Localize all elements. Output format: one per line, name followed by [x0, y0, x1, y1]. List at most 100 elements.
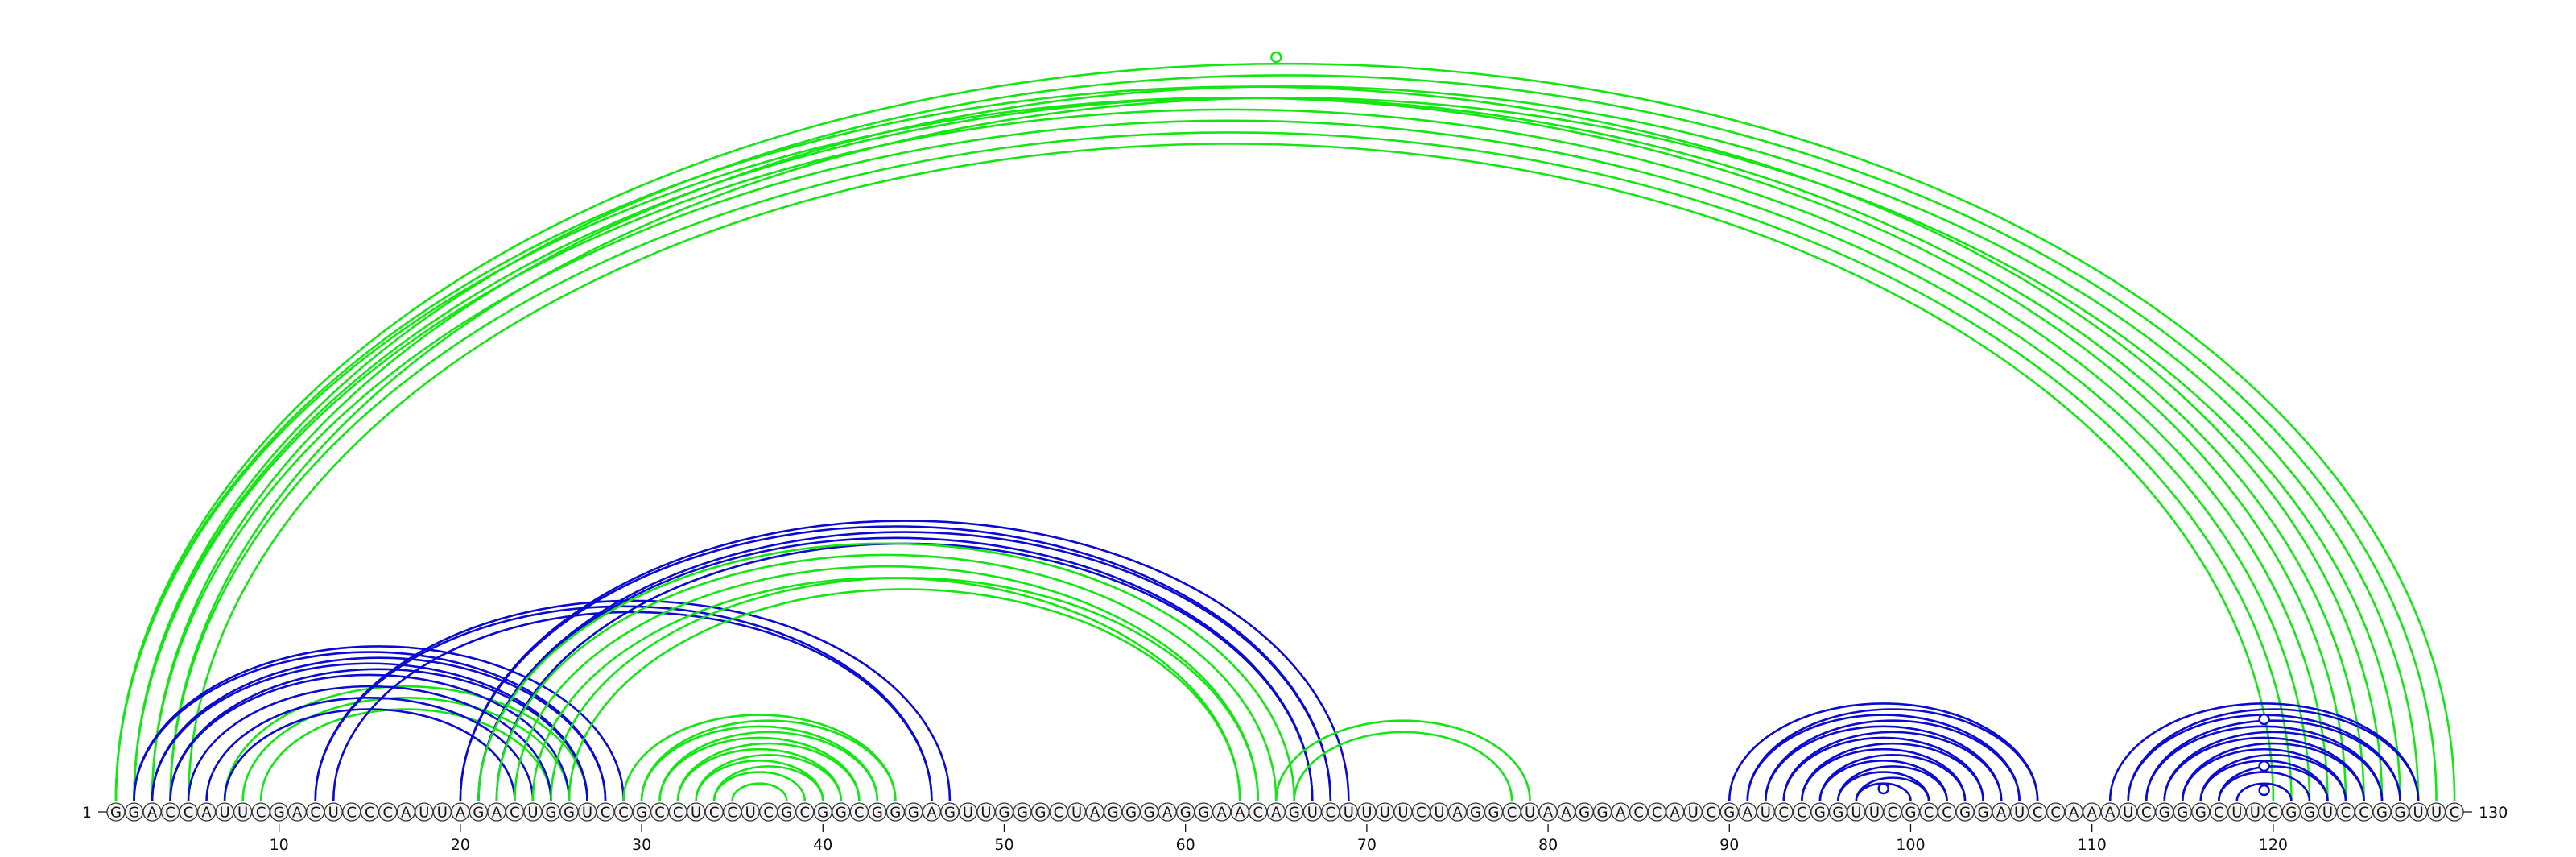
nucleotide: U — [958, 802, 978, 822]
nucleotide: U — [1847, 802, 1866, 822]
base-pair-arc-22-67 — [495, 542, 1314, 801]
nucleotide-letter: G — [999, 805, 1010, 822]
base-pair-arc-2-129 — [133, 73, 2438, 801]
nucleotide-letter: A — [401, 805, 411, 822]
nucleotide-letter: U — [2123, 805, 2133, 822]
nucleotide-letter: U — [2413, 805, 2423, 822]
nucleotide-letter: G — [890, 805, 901, 822]
nucleotide-letter: C — [2033, 805, 2043, 822]
nucleotide-letter: U — [437, 805, 448, 822]
axis-tick-label: 30 — [632, 836, 651, 854]
nucleotide: U — [1864, 802, 1885, 822]
nucleotide-letter: A — [492, 805, 502, 822]
base-pair-arc-12-46 — [314, 605, 933, 801]
base-pair-arc-118-121 — [2235, 782, 2293, 801]
nucleotide-letter: U — [2014, 805, 2025, 822]
nucleotide-letter: A — [1235, 805, 1245, 822]
base-pair-arc-33-41 — [695, 753, 843, 801]
nucleotide-letter: G — [1579, 805, 1590, 822]
axis-tick-label: 20 — [451, 836, 470, 854]
base-pair-arc-3-28 — [151, 656, 607, 801]
nucleotide-letter: U — [1761, 805, 1771, 822]
nucleotide-letter: A — [1996, 805, 2007, 822]
base-pair-arc-13-46 — [332, 611, 933, 801]
nucleotide-letter: C — [618, 805, 629, 822]
nucleotide: U — [233, 802, 253, 822]
nucleotide-letter: C — [2450, 805, 2460, 822]
nucleotide-letter: G — [944, 805, 956, 822]
nucleotide: C — [1249, 802, 1268, 822]
nucleotide: G — [1973, 802, 1993, 822]
nucleotide-letter: U — [237, 805, 248, 822]
nucleotide: G — [2155, 802, 2174, 822]
nucleotide-letter: C — [1054, 805, 1064, 822]
nucleotide-letter: G — [636, 805, 647, 822]
nucleotide-letter: U — [1688, 805, 1699, 822]
nucleotide-letter: G — [1289, 805, 1300, 822]
nucleotide: A — [1538, 802, 1558, 822]
nucleotide: C — [251, 802, 270, 822]
nucleotide: G — [1030, 802, 1051, 822]
base-pair-arc-4-27 — [169, 668, 588, 801]
nucleotide-letter: A — [1743, 805, 1753, 822]
nucleotide-letter: C — [1253, 805, 1263, 822]
nucleotide: U — [1339, 802, 1359, 822]
nucleotide: G — [1901, 802, 1921, 822]
nucleotide: C — [668, 802, 687, 822]
nucleotide: C — [2264, 802, 2283, 822]
nucleotide: G — [1013, 802, 1032, 822]
nucleotide-letter: C — [799, 805, 810, 822]
nucleotide-letter: G — [2285, 805, 2297, 822]
nucleotide-letter: G — [872, 805, 883, 822]
base-pair-arc-91-107 — [1746, 708, 2039, 801]
nucleotide-letter: G — [836, 805, 847, 822]
nucleotide: G — [2300, 802, 2319, 822]
base-pair-arc-66-78 — [1293, 731, 1513, 801]
nucleotide: G — [2281, 802, 2301, 822]
nucleotide-letter: U — [328, 805, 339, 822]
nucleotide-letter: A — [292, 805, 303, 822]
nucleotide: C — [650, 802, 670, 822]
nucleotide: A — [1992, 802, 2011, 822]
base-pair-arc-7-23 — [223, 708, 516, 801]
nucleotide-letter: G — [1959, 805, 1971, 822]
nucleotide: U — [1393, 802, 1413, 822]
nucleotide: G — [469, 802, 489, 822]
nucleotide-letter: U — [1851, 805, 1861, 822]
nucleotide: A — [287, 802, 307, 822]
nucleotide: G — [1810, 802, 1830, 822]
nucleotide: U — [523, 802, 543, 822]
nucleotide-letter: C — [365, 805, 375, 822]
base-pair-arc-32-42 — [676, 742, 861, 801]
nucleotide: U — [324, 802, 343, 822]
nucleotide: U — [741, 802, 760, 822]
nucleotide-letter: A — [1561, 805, 1571, 822]
base-pair-arc-31-43 — [658, 731, 879, 801]
base-pair-arc-3-128 — [151, 85, 2420, 801]
nucleotide-letter: U — [1397, 805, 1408, 822]
base-pair-arc-20-68 — [459, 525, 1332, 801]
nucleotide-letter: A — [1670, 805, 1681, 822]
axis-tick-label: 80 — [1538, 836, 1558, 854]
nucleotide: G — [994, 802, 1014, 822]
base-pair-arc-97-101 — [1855, 776, 1930, 801]
nucleotide-letter: A — [1271, 805, 1282, 822]
nucleotide-letter: G — [2304, 805, 2315, 822]
nucleotide: G — [1592, 802, 1612, 822]
base-pair-arc-115-125 — [2181, 742, 2365, 801]
nucleotide: U — [577, 802, 597, 822]
base-pair-arc-21-68 — [477, 531, 1332, 801]
nucleotide: C — [360, 802, 379, 822]
hairpin-loop-marker — [2258, 713, 2270, 726]
nucleotide: G — [2191, 802, 2211, 822]
nucleotide-letter: A — [1452, 805, 1463, 822]
base-pair-arc-4-121 — [169, 130, 2293, 801]
nucleotide: A — [1158, 802, 1177, 822]
nucleotide-letter: U — [1071, 805, 1082, 822]
hairpin-loop-marker — [2258, 784, 2270, 797]
nucleotide: A — [1266, 802, 1286, 822]
nucleotide-letter: C — [1326, 805, 1336, 822]
nucleotide: U — [976, 802, 996, 822]
nucleotide: U — [1357, 802, 1377, 822]
